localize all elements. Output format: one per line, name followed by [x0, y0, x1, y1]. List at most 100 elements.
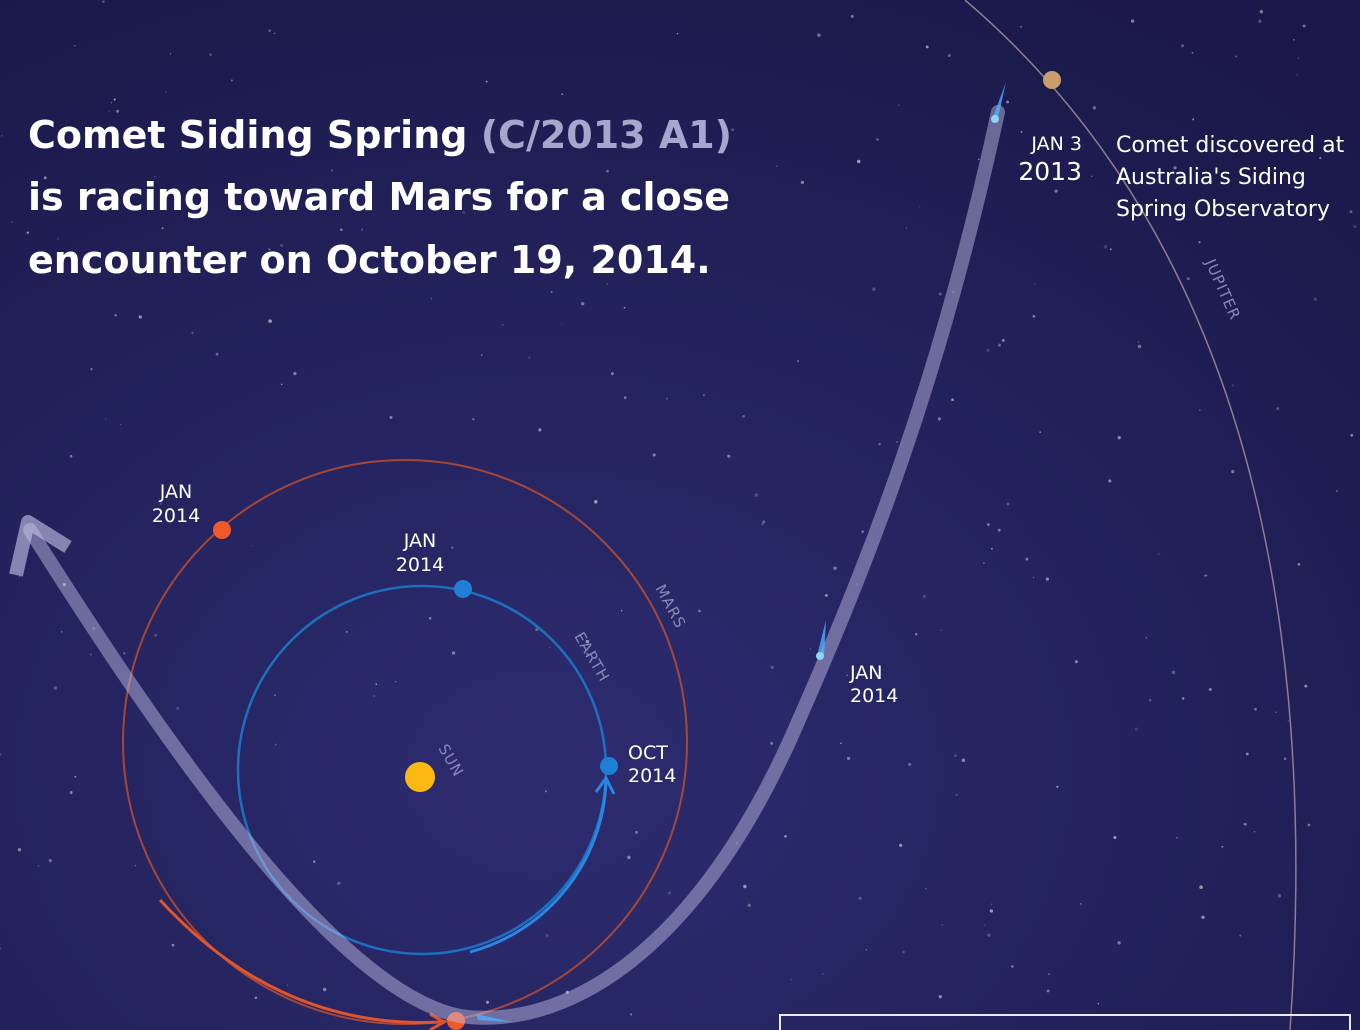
- earth-arrowhead: [594, 775, 616, 795]
- star: [535, 627, 539, 632]
- star: [954, 754, 957, 758]
- star: [947, 54, 951, 57]
- star: [899, 843, 903, 847]
- star: [561, 93, 564, 95]
- star: [623, 306, 626, 309]
- star: [902, 950, 905, 954]
- star: [1349, 210, 1353, 214]
- star: [1130, 19, 1135, 23]
- star: [1203, 575, 1206, 577]
- star: [1180, 44, 1185, 48]
- star: [735, 842, 738, 845]
- star: [822, 973, 824, 975]
- star: [331, 251, 334, 255]
- star: [176, 706, 180, 711]
- star: [1137, 341, 1140, 343]
- star: [293, 371, 297, 376]
- star: [26, 231, 29, 234]
- earth-dot: [454, 580, 472, 598]
- star: [1319, 156, 1322, 160]
- star: [952, 290, 955, 294]
- star: [1025, 557, 1029, 561]
- star: [183, 119, 186, 122]
- star: [897, 104, 900, 107]
- star: [1296, 73, 1298, 76]
- title-line: is racing toward Mars for a close: [28, 175, 730, 219]
- comet-arrowhead: [9, 515, 72, 577]
- star: [549, 646, 551, 648]
- star: [173, 491, 177, 495]
- star: [922, 594, 927, 599]
- star: [991, 903, 993, 905]
- title-line: Comet Siding Spring (C/2013 A1): [28, 113, 732, 157]
- star: [790, 978, 792, 981]
- star: [230, 79, 233, 82]
- star: [1307, 823, 1311, 827]
- star: [550, 291, 553, 294]
- star: [1054, 189, 1058, 193]
- star: [74, 44, 76, 47]
- star: [1293, 38, 1295, 41]
- mars-dot: [213, 521, 231, 539]
- star: [1117, 436, 1121, 440]
- star: [1353, 225, 1357, 228]
- star: [919, 206, 921, 208]
- star: [978, 158, 980, 160]
- star: [0, 753, 2, 756]
- star: [727, 454, 731, 458]
- star: [987, 933, 991, 937]
- star: [1297, 57, 1300, 59]
- star: [274, 743, 277, 746]
- star: [1039, 431, 1042, 434]
- star: [1020, 130, 1023, 133]
- star: [1020, 25, 1023, 28]
- star: [606, 283, 608, 285]
- star: [1032, 314, 1036, 318]
- star: [138, 315, 142, 319]
- star: [69, 791, 73, 794]
- star: [19, 576, 21, 578]
- star: [1108, 479, 1112, 483]
- star: [1239, 934, 1242, 937]
- star: [915, 633, 918, 636]
- star: [528, 356, 531, 359]
- star: [17, 848, 22, 852]
- star: [11, 221, 13, 223]
- star: [102, 0, 105, 3]
- star: [1011, 965, 1014, 968]
- star: [565, 990, 569, 994]
- star: [1191, 51, 1194, 54]
- star: [586, 653, 589, 656]
- star: [268, 29, 271, 32]
- star: [1243, 822, 1247, 826]
- star: [538, 428, 542, 432]
- star: [1186, 277, 1190, 281]
- star: [280, 243, 284, 247]
- star: [833, 566, 837, 570]
- star: [770, 665, 774, 669]
- sun: [405, 762, 435, 792]
- star: [784, 834, 787, 838]
- earth-arrow-path: [469, 781, 608, 954]
- star: [1208, 687, 1212, 691]
- jupiter-dot: [1043, 71, 1061, 89]
- star: [627, 855, 631, 860]
- star: [990, 547, 993, 550]
- info-box: [779, 1014, 1351, 1030]
- star: [666, 397, 668, 400]
- star: [428, 617, 432, 620]
- star: [451, 651, 456, 655]
- star: [1231, 384, 1234, 387]
- star: [1313, 297, 1318, 302]
- star: [1173, 166, 1177, 170]
- mars-orbit: [122, 459, 688, 1025]
- star: [116, 109, 120, 113]
- star: [800, 180, 805, 185]
- star: [1092, 106, 1097, 110]
- star: [53, 686, 58, 690]
- star: [92, 626, 96, 631]
- comet-head: [991, 115, 999, 123]
- note: Comet discovered at: [1116, 133, 1345, 158]
- star: [545, 933, 549, 937]
- star: [43, 176, 47, 180]
